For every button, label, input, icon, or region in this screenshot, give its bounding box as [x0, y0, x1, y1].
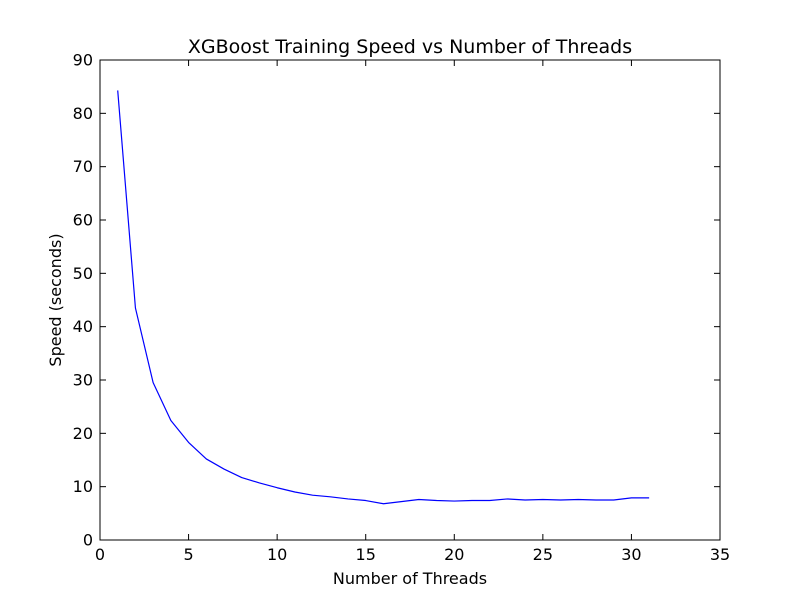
data-point [525, 499, 526, 500]
y-tick-label: 30 [73, 371, 93, 390]
y-tick-label: 50 [73, 264, 93, 283]
data-point [383, 503, 384, 504]
data-point [241, 477, 242, 478]
series-layer [117, 90, 650, 505]
data-point [135, 307, 136, 308]
data-point [613, 499, 614, 500]
x-tick-label: 10 [267, 545, 287, 564]
y-tick-label: 40 [73, 317, 93, 336]
ticks-layer: 0 5 10 15 20 25 30 35 0 10 20 30 40 50 60 70 80 90 [73, 51, 731, 565]
data-point [436, 500, 437, 501]
x-tick-label: 0 [95, 545, 105, 564]
x-tick-label: 15 [356, 545, 376, 564]
y-axis-label: Speed (seconds) [46, 233, 65, 366]
data-point [595, 499, 596, 500]
data-point [188, 442, 189, 443]
data-point [294, 491, 295, 492]
data-point [365, 500, 366, 501]
x-tick-label: 35 [710, 545, 730, 564]
data-point [454, 500, 455, 501]
data-point [507, 498, 508, 499]
data-point [259, 482, 260, 483]
x-tick-label: 20 [444, 545, 464, 564]
data-point [330, 496, 331, 497]
data-point [489, 500, 490, 501]
data-point [312, 495, 313, 496]
series-line [117, 90, 650, 505]
data-point [277, 487, 278, 488]
data-point [347, 498, 348, 499]
y-tick-label: 10 [73, 477, 93, 496]
y-tick-label: 70 [73, 157, 93, 176]
x-axis-label: Number of Threads [333, 569, 487, 588]
data-point [153, 382, 154, 383]
y-tick-label: 0 [83, 531, 93, 550]
data-point [560, 499, 561, 500]
x-tick-label: 30 [621, 545, 641, 564]
data-point [471, 500, 472, 501]
x-tick-label: 25 [533, 545, 553, 564]
y-tick-label: 80 [73, 104, 93, 123]
y-tick-label: 20 [73, 424, 93, 443]
plot-frame [99, 59, 721, 541]
data-point [649, 497, 650, 498]
data-point [578, 499, 579, 500]
data-point [401, 501, 402, 502]
data-point [418, 499, 419, 500]
data-point [117, 90, 118, 91]
y-tick-label: 60 [73, 211, 93, 230]
data-point [223, 468, 224, 469]
chart-title: XGBoost Training Speed vs Number of Thre… [188, 36, 632, 58]
data-point [542, 499, 543, 500]
y-tick-label: 90 [73, 51, 93, 70]
x-tick-label: 5 [183, 545, 193, 564]
data-point [631, 497, 632, 498]
data-point [170, 420, 171, 421]
data-point [206, 458, 207, 459]
